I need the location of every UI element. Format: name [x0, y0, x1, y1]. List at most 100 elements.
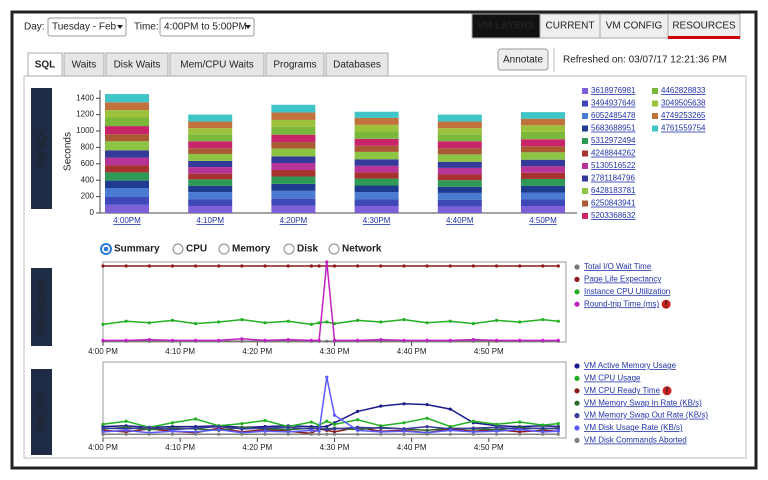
- series-point: [332, 422, 337, 426]
- legend-label[interactable]: 5312972494: [591, 136, 636, 145]
- sql-tab[interactable]: [325, 52, 389, 77]
- legend-label[interactable]: VM Disk Commands Aborted: [584, 436, 687, 445]
- series-point: [170, 264, 175, 268]
- legend-label[interactable]: 3049505638: [661, 99, 706, 108]
- nav-tab[interactable]: [667, 13, 741, 39]
- x-tick-label[interactable]: 4:40PM: [446, 216, 474, 225]
- series-point: [541, 264, 545, 268]
- alert-icon: [661, 299, 671, 309]
- legend-label[interactable]: 4462828833: [661, 86, 706, 95]
- legend-label[interactable]: 4248844262: [591, 149, 636, 158]
- x-tick-label: 4:00 PM: [88, 347, 118, 356]
- sql-tab[interactable]: [27, 52, 63, 77]
- legend-label[interactable]: Instance CPU Utilization: [584, 287, 670, 296]
- day-label: Day:: [24, 22, 45, 33]
- radio-label: CPU: [186, 244, 207, 255]
- legend-label[interactable]: 6052485478: [591, 111, 636, 120]
- series-point: [217, 428, 221, 432]
- series-point: [286, 319, 290, 323]
- series-point: [217, 320, 221, 324]
- legend-label[interactable]: 2781184796: [591, 174, 635, 183]
- series-point: [356, 409, 360, 413]
- sql-tab[interactable]: [169, 52, 265, 77]
- legend-label[interactable]: 5130516522: [591, 161, 636, 170]
- series-point: [170, 338, 175, 342]
- bar-segment: [437, 192, 482, 200]
- legend-label[interactable]: 5683688951: [591, 124, 636, 133]
- time-select[interactable]: [159, 17, 255, 37]
- series-point: [541, 338, 545, 342]
- radio-button[interactable]: [328, 243, 340, 255]
- radio-button[interactable]: [218, 243, 230, 255]
- series-point: [518, 430, 522, 434]
- legend-label[interactable]: 6250843941: [591, 199, 636, 208]
- series-point: [518, 420, 522, 424]
- bar-segment: [437, 148, 482, 155]
- bar-segment: [105, 180, 149, 188]
- radio-button[interactable]: [172, 243, 184, 255]
- legend-label[interactable]: 6428183781: [591, 186, 636, 195]
- series-point: [379, 430, 383, 434]
- x-tick-label[interactable]: 4:50PM: [529, 216, 557, 225]
- legend-marker: [574, 425, 580, 431]
- bar-segment: [188, 199, 233, 207]
- series-point: [286, 428, 290, 432]
- series-point: [448, 407, 452, 411]
- legend-label[interactable]: Page Life Expectancy: [584, 275, 661, 284]
- nav-tab[interactable]: [599, 13, 669, 39]
- legend-label[interactable]: 4761559754: [661, 124, 706, 133]
- radio-button[interactable]: [283, 243, 295, 255]
- series-point: [494, 264, 499, 268]
- bar-segment: [437, 128, 482, 135]
- legend-label[interactable]: 3618976981: [591, 86, 636, 95]
- x-tick-label[interactable]: 4:00PM: [113, 216, 141, 225]
- sql-tab[interactable]: [265, 52, 325, 77]
- legend-label[interactable]: VM CPU Ready Time: [584, 386, 661, 395]
- series-point: [556, 421, 560, 426]
- x-tick-label[interactable]: 4:30PM: [363, 216, 391, 225]
- series-point: [317, 432, 321, 436]
- series-point: [379, 264, 383, 268]
- legend-label[interactable]: VM Memory Swap Out Rate (KB/s): [584, 411, 708, 420]
- x-tick-label[interactable]: 4:10PM: [196, 216, 224, 225]
- series-point: [332, 264, 337, 268]
- bar-segment: [354, 145, 399, 152]
- nav-tab[interactable]: [471, 13, 541, 39]
- series-point: [356, 432, 360, 436]
- legend-label[interactable]: VM Disk Usage Rate (KB/s): [584, 423, 683, 432]
- radio-dot: [103, 246, 109, 252]
- bar-segment: [188, 153, 233, 161]
- legend-label[interactable]: 4749253265: [661, 111, 706, 120]
- legend-label[interactable]: VM CPU Usage: [584, 374, 641, 383]
- series-point: [556, 264, 560, 268]
- x-tick-label[interactable]: 4:20PM: [280, 216, 308, 225]
- sql-tab[interactable]: [63, 52, 105, 77]
- legend-label[interactable]: 5203368632: [591, 211, 636, 220]
- legend-label[interactable]: VM Active Memory Usage: [584, 361, 677, 370]
- legend-label[interactable]: VM Memory Swap In Rate (KB/s): [584, 398, 702, 407]
- series-point: [356, 418, 360, 422]
- bar-segment: [105, 150, 149, 158]
- legend-swatch: [582, 175, 588, 182]
- bar-segment: [521, 131, 565, 140]
- series-point: [147, 432, 151, 436]
- bar-segment: [188, 185, 233, 193]
- sql-tab[interactable]: [105, 52, 169, 77]
- bar-segment: [354, 165, 399, 173]
- series-point: [263, 432, 267, 436]
- bar-segment: [271, 190, 316, 199]
- series-point: [194, 264, 198, 268]
- bar-segment: [105, 141, 149, 151]
- day-select[interactable]: [47, 17, 127, 37]
- legend-label[interactable]: Round-trip Time (ms): [584, 299, 659, 308]
- annotate-button[interactable]: [497, 48, 549, 71]
- series-point: [325, 425, 329, 429]
- series-point: [471, 430, 475, 434]
- series-point: [332, 427, 337, 431]
- legend-label[interactable]: 3494937646: [591, 99, 636, 108]
- legend-label[interactable]: Total I/O Wait Time: [584, 262, 652, 271]
- y-tick-label: 400: [81, 175, 95, 184]
- series-point: [147, 425, 151, 429]
- bar-segment: [437, 141, 482, 149]
- sql-tab-label: Programs: [273, 60, 316, 71]
